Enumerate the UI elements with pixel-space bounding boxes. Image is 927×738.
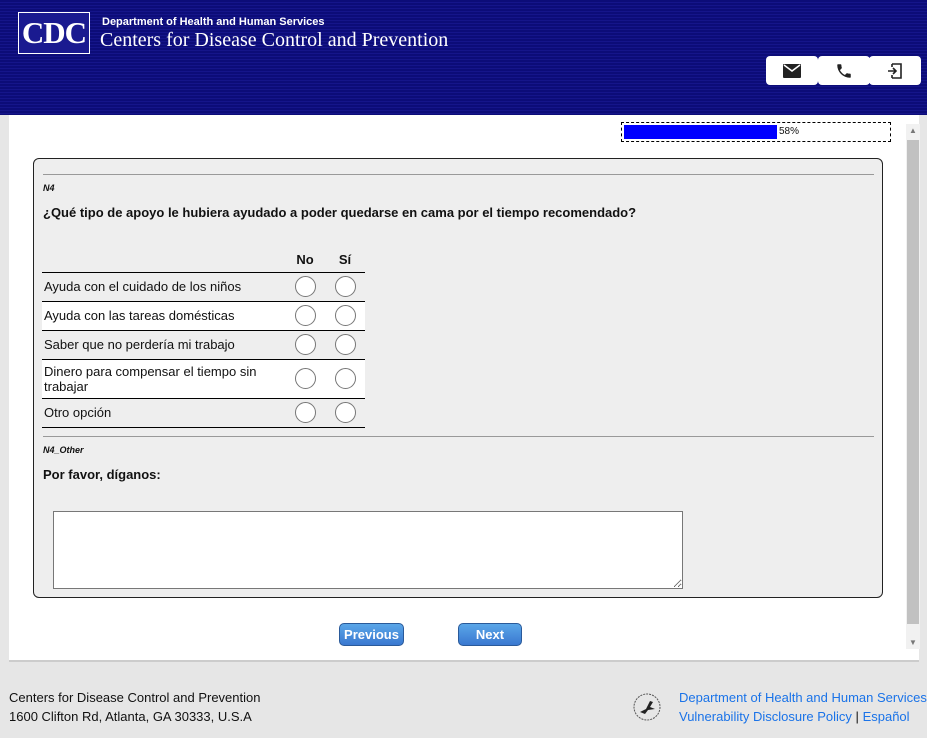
row-label: Saber que no perdería mi trabajo [42,330,285,360]
footer-links: Vulnerability Disclosure Policy | Españo… [679,709,910,724]
other-text-input[interactable] [53,511,683,589]
progress-bar: 58% [621,122,891,142]
question-box: N4 ¿Qué tipo de apoyo le hubiera ayudado… [33,158,883,598]
matrix-table: No Sí Ayuda con el cuidado de los niños … [42,247,365,428]
row-label: Ayuda con las tareas domésticas [42,301,285,331]
radio-si[interactable] [334,402,356,423]
radio-no[interactable] [294,276,316,297]
question-id: N4 [43,183,55,193]
exit-button[interactable] [869,56,921,85]
scroll-up-icon[interactable]: ▲ [909,126,917,135]
cdc-logo: CDC [18,12,90,54]
question-text: Por favor, díganos: [43,467,161,482]
department-name: Department of Health and Human Services [102,16,325,28]
hhs-eagle-icon [633,693,661,721]
exit-icon [888,62,902,79]
row-label: Dinero para compensar el tiempo sin trab… [42,359,285,399]
espanol-link[interactable]: Español [862,709,910,724]
table-row: Saber que no perdería mi trabajo [42,330,365,360]
email-button[interactable] [766,56,818,85]
column-header-si: Sí [325,247,365,273]
previous-button[interactable]: Previous [339,623,404,646]
table-row: Ayuda con las tareas domésticas [42,301,365,331]
progress-fill [624,125,778,139]
question-id: N4_Other [43,445,84,455]
scrollbar-thumb[interactable] [907,140,919,624]
hhs-link[interactable]: Department of Health and Human Services [679,690,927,705]
next-button[interactable]: Next [458,623,522,646]
vdp-link[interactable]: Vulnerability Disclosure Policy [679,709,852,724]
footer-address: 1600 Clifton Rd, Atlanta, GA 30333, U.S.… [9,709,252,724]
site-header: CDC Department of Health and Human Servi… [0,0,927,115]
radio-si[interactable] [334,334,356,355]
phone-button[interactable] [818,56,870,85]
row-label: Ayuda con el cuidado de los niños [42,272,285,302]
divider [43,436,874,437]
phone-icon [837,63,851,78]
row-label: Otro opción [42,398,285,428]
radio-si[interactable] [334,276,356,297]
radio-no[interactable] [294,402,316,423]
table-row: Ayuda con el cuidado de los niños [42,272,365,302]
radio-no[interactable] [294,305,316,326]
agency-name: Centers for Disease Control and Preventi… [100,29,449,51]
link-separator: | [855,709,859,724]
table-row: Otro opción [42,398,365,428]
table-row: Dinero para compensar el tiempo sin trab… [42,359,365,399]
footer-org: Centers for Disease Control and Preventi… [9,690,261,705]
radio-si[interactable] [334,368,356,389]
divider [43,174,874,175]
question-text: ¿Qué tipo de apoyo le hubiera ayudado a … [43,205,637,220]
scroll-down-icon[interactable]: ▼ [909,638,917,647]
radio-no[interactable] [294,334,316,355]
progress-label: 58% [779,126,800,137]
radio-no[interactable] [294,368,316,389]
scrollbar[interactable]: ▲ ▼ [906,124,920,649]
column-header-no: No [285,247,325,273]
mail-icon [783,63,801,78]
radio-si[interactable] [334,305,356,326]
